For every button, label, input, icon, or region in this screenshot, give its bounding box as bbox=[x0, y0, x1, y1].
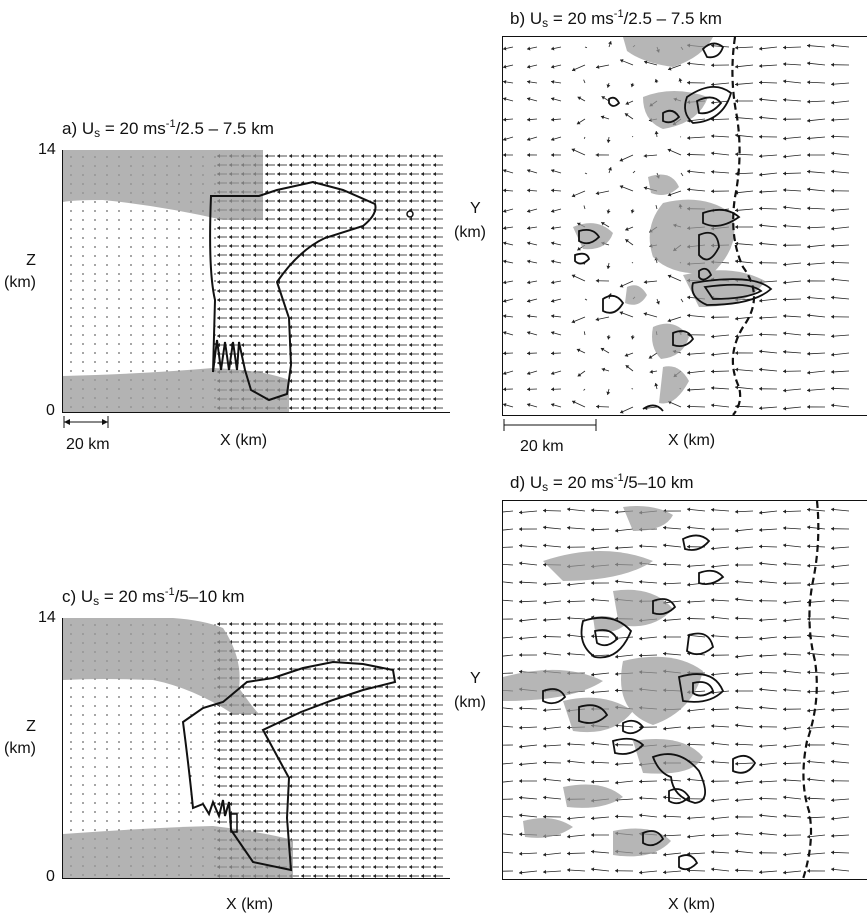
panel-a-x-axis-label: X (km) bbox=[220, 432, 268, 449]
panel-d-y-axis-unit: (km) bbox=[454, 694, 486, 711]
panel-b-title: b) Us = 20 ms-1/2.5 – 7.5 km bbox=[510, 8, 722, 30]
panel-d-x-axis-label: X (km) bbox=[668, 896, 716, 913]
panel-a-z-axis-label: Z bbox=[26, 252, 36, 269]
panel-a-lower-shading bbox=[63, 368, 289, 412]
panel-b-scale-label: 20 km bbox=[520, 438, 564, 455]
panel-d-gust-front bbox=[801, 501, 820, 879]
panel-b-contours bbox=[574, 42, 773, 412]
panel-b-y-axis-unit: (km) bbox=[454, 224, 486, 241]
panel-a-scale-label: 20 km bbox=[66, 436, 110, 453]
panel-c-x-axis-label: X (km) bbox=[226, 896, 274, 913]
panel-d-title: d) Us = 20 ms-1/5–10 km bbox=[510, 472, 694, 494]
panel-c-upper-shading bbox=[63, 618, 259, 714]
panel-c-z-axis-unit: (km) bbox=[4, 740, 36, 757]
panel-a-upper-shading bbox=[63, 150, 263, 220]
panel-c-plot bbox=[62, 618, 450, 879]
panel-c-z-axis-label: Z bbox=[26, 718, 36, 735]
panel-b-x-axis-label: X (km) bbox=[668, 432, 716, 449]
panel-b-plot bbox=[502, 36, 867, 416]
panel-c-cloud-contour bbox=[181, 660, 397, 872]
panel-a-plot bbox=[62, 150, 450, 413]
panel-a-cloud-contour bbox=[209, 180, 377, 402]
panel-c-lower-shading bbox=[63, 826, 293, 878]
panel-b-scale-bar bbox=[503, 419, 597, 431]
panel-a-z-bottom-tick: 0 bbox=[46, 402, 55, 419]
panel-b-y-axis-label: Y bbox=[470, 200, 481, 217]
panel-d-shading bbox=[503, 506, 703, 857]
panel-d-y-axis-label: Y bbox=[470, 670, 481, 687]
panel-b-vector-field bbox=[503, 41, 850, 414]
panel-a-small-contour bbox=[406, 210, 414, 218]
panel-d-contours bbox=[542, 534, 757, 871]
panel-b-gust-front bbox=[731, 37, 755, 415]
panel-c-inner-contour bbox=[230, 813, 238, 833]
panel-a-z-axis-unit: (km) bbox=[4, 274, 36, 291]
panel-c-z-bottom-tick: 0 bbox=[46, 868, 55, 885]
panel-d-plot bbox=[502, 500, 867, 880]
panel-a-z-top-tick: 14 bbox=[38, 141, 56, 158]
panel-c-z-top-tick: 14 bbox=[38, 609, 56, 626]
panel-a-scale-bar bbox=[63, 416, 109, 428]
panel-c-title: c) Us = 20 ms-1/5–10 km bbox=[62, 586, 245, 608]
panel-a-title: a) Us = 20 ms-1/2.5 – 7.5 km bbox=[62, 118, 274, 140]
